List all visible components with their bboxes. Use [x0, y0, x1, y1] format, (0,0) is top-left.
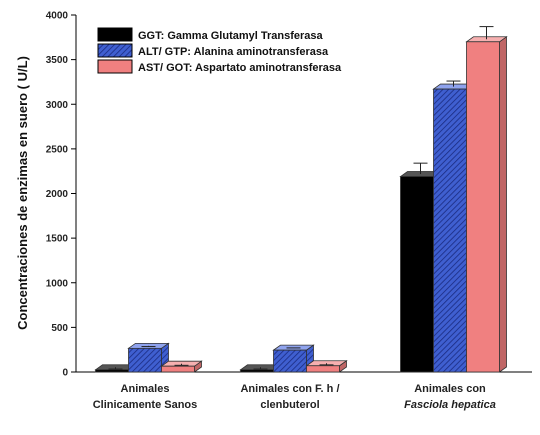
y-axis-label: Concentraciones de enzimas en suero ( U/… [15, 56, 30, 330]
x-category-label-line2: Clinicamente Sanos [93, 399, 198, 411]
bar-front-face [95, 369, 129, 373]
x-category-label-line1: Animales [121, 383, 170, 395]
x-category-label-line1: Animales con [414, 383, 486, 395]
bar-front-face [466, 41, 500, 373]
bar-front-face [161, 365, 195, 373]
legend-swatch-ggt [97, 27, 133, 42]
bar-front-face [306, 365, 340, 373]
bar [272, 344, 315, 373]
y-tick-label: 3000 [46, 100, 69, 111]
legend-swatch-alt [97, 43, 133, 58]
legend-label-ast: AST/ GOT: Aspartato aminotransferasa [138, 62, 342, 74]
bar-front-face [433, 88, 467, 373]
y-axis-ticks: 0 500 1000 1500 2000 2500 3000 3500 4000 [46, 11, 76, 379]
y-tick-label: 1000 [46, 278, 69, 289]
bar-front-face [240, 369, 274, 373]
x-category-label-line1: Animales con F. h / [240, 383, 339, 395]
y-tick-label: 2500 [46, 144, 69, 155]
legend-label-ggt: GGT: Gamma Glutamyl Transferasa [138, 30, 324, 42]
bar-front-face [400, 176, 434, 373]
bar-side-face [499, 35, 507, 373]
bar [160, 360, 203, 373]
bar-front-face [273, 349, 307, 373]
x-category-label-line2: clenbuterol [260, 399, 319, 411]
legend-label-alt: ALT/ GTP: Alanina aminotransferasa [138, 46, 329, 58]
x-category-label-line2: Fasciola hepatica [404, 399, 496, 411]
y-tick-label: 3500 [46, 55, 69, 66]
legend-swatch-ast [97, 59, 133, 74]
y-tick-label: 4000 [46, 11, 69, 22]
x-axis-category-labels: Animales Clinicamente Sanos Animales con F… [93, 383, 496, 411]
y-tick-label: 2000 [46, 189, 69, 200]
bar-front-face [128, 347, 162, 373]
y-tick-label: 500 [51, 323, 68, 334]
bars [94, 26, 508, 373]
bar [465, 26, 508, 373]
bar [305, 359, 348, 373]
y-tick-label: 0 [62, 368, 68, 379]
legend: GGT: Gamma Glutamyl Transferasa ALT/ GTP… [97, 27, 342, 74]
y-tick-label: 1500 [46, 234, 69, 245]
